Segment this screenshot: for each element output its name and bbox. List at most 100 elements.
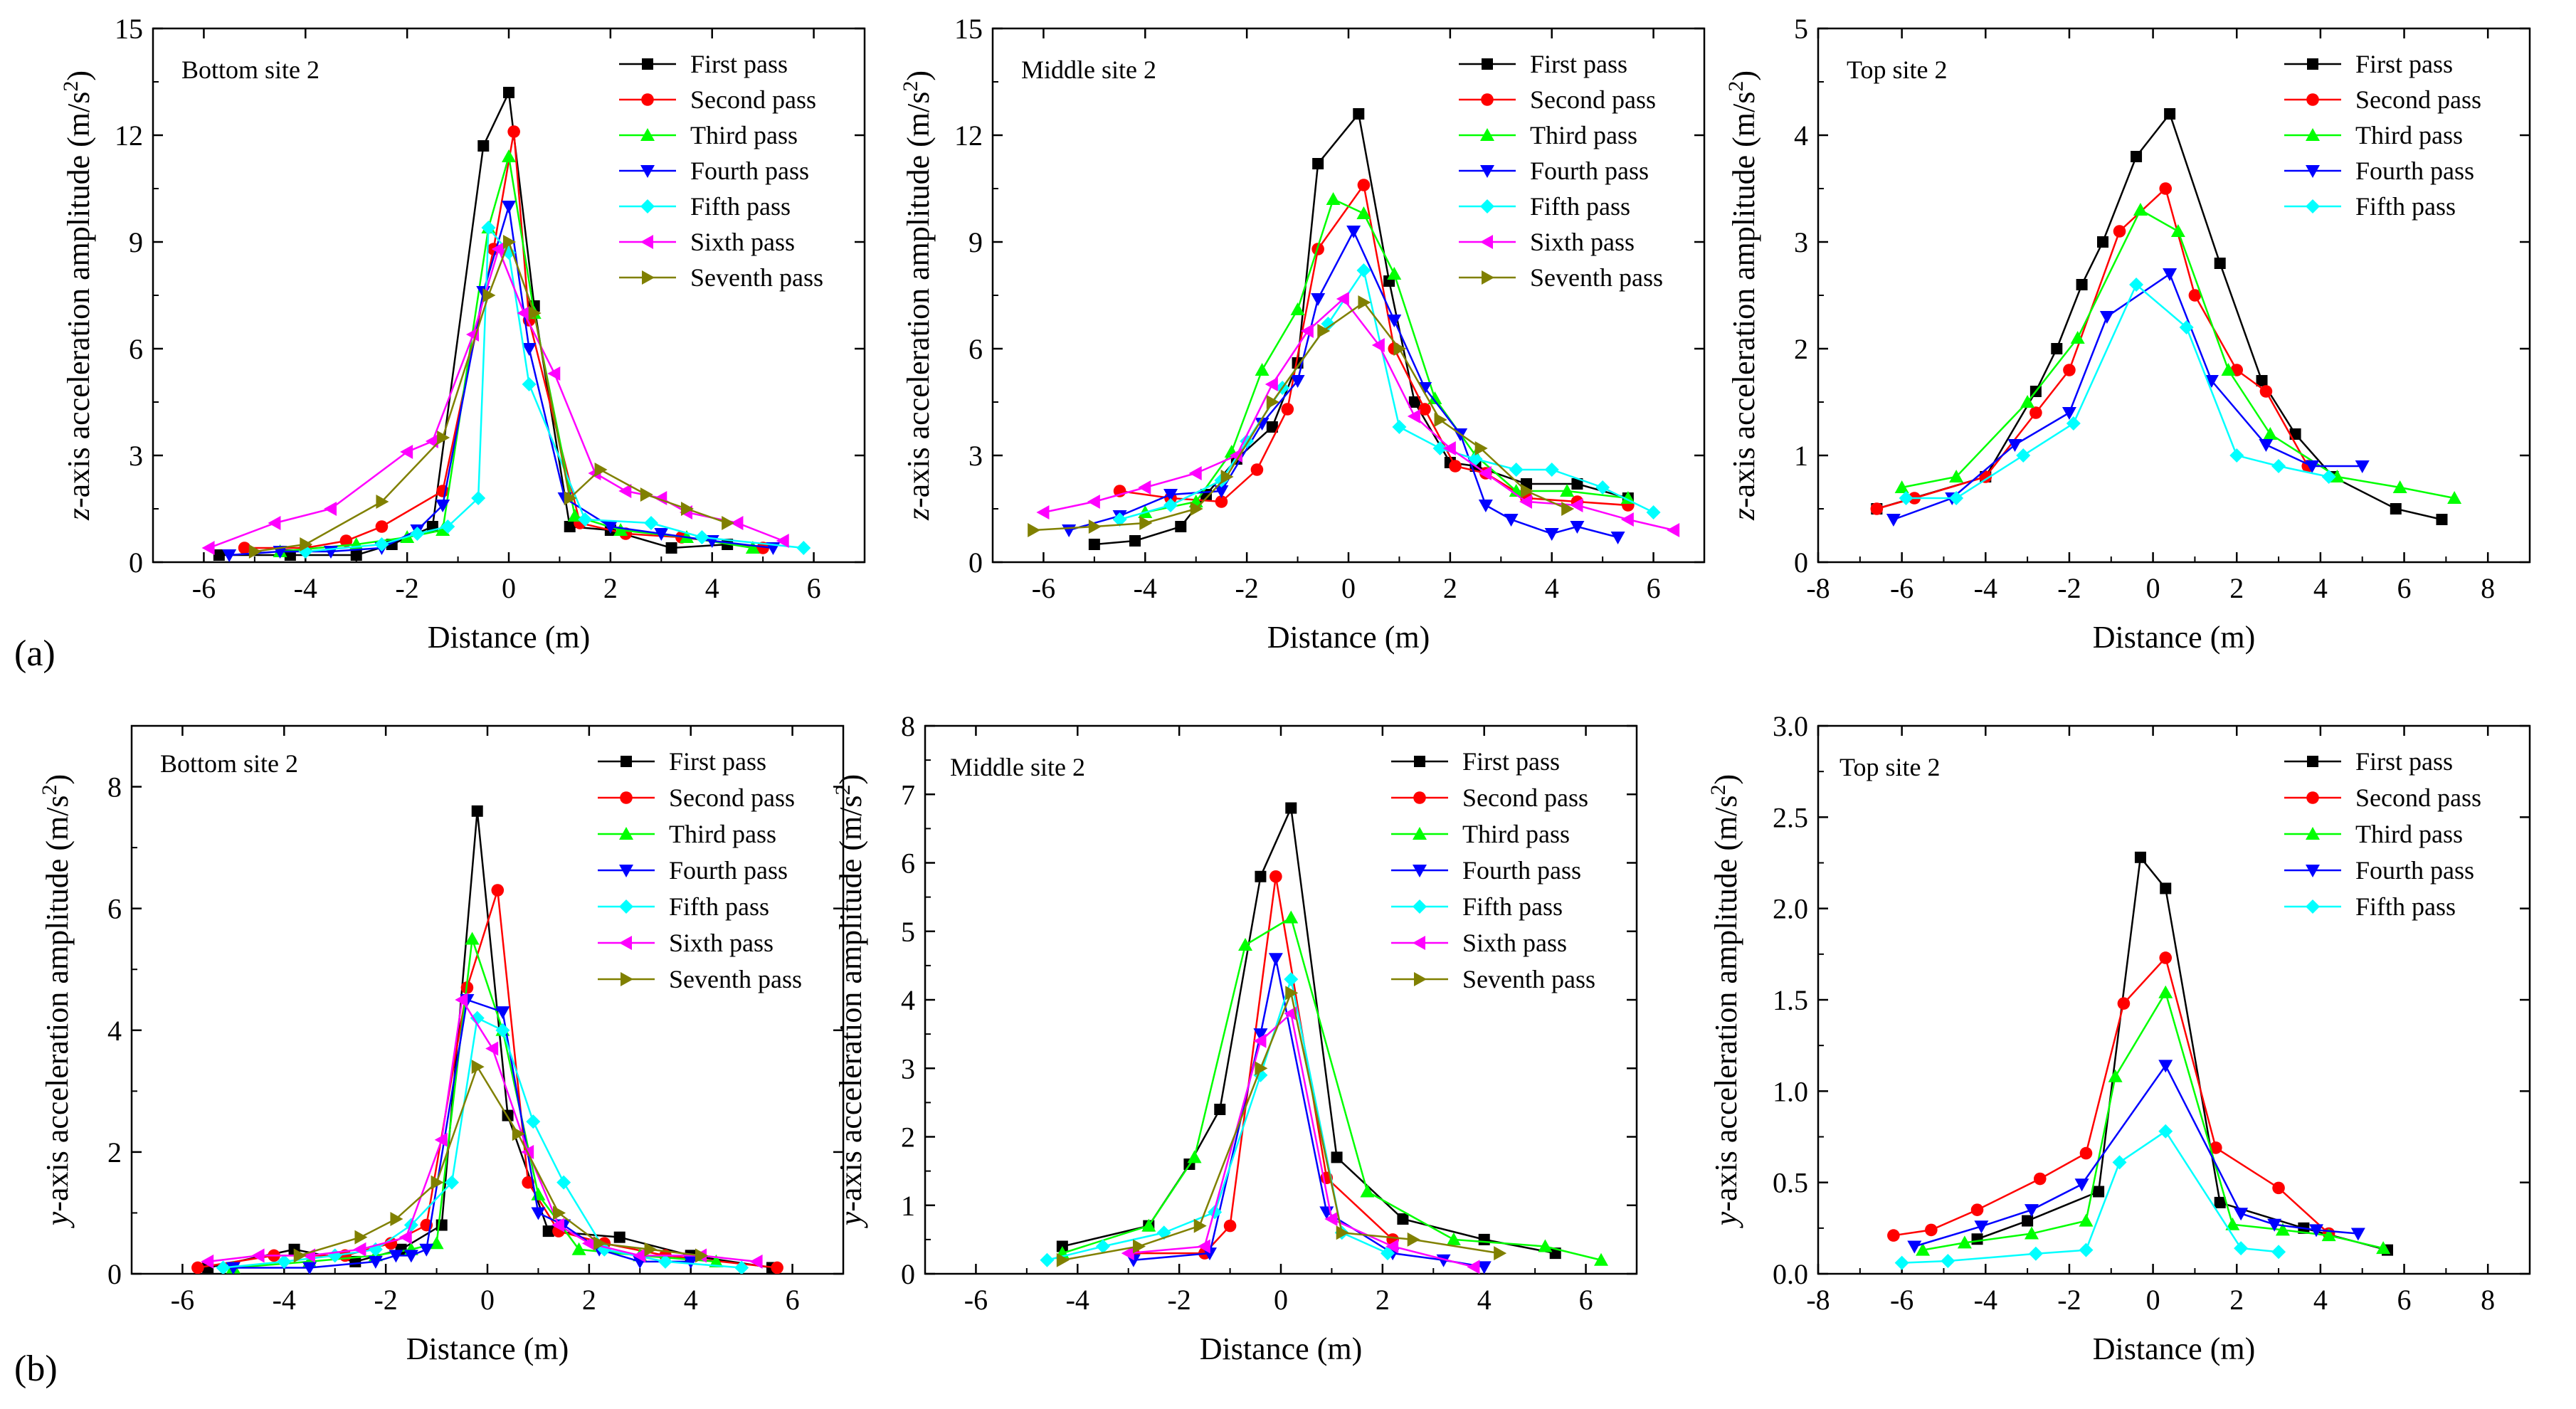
y-tick-label: 6	[129, 333, 143, 365]
legend-marker	[1413, 899, 1427, 914]
data-point	[1620, 512, 1634, 527]
legend-marker	[2306, 93, 2319, 106]
data-point	[2079, 1146, 2093, 1160]
data-point	[640, 487, 653, 502]
data-point	[502, 201, 516, 213]
series-line-6	[207, 997, 757, 1263]
data-point	[2097, 236, 2108, 248]
data-point	[1357, 179, 1371, 191]
data-point	[293, 1248, 307, 1263]
chart-title: Top site 2	[1839, 753, 1940, 781]
data-point	[1266, 421, 1278, 433]
data-point	[2330, 470, 2345, 482]
data-point	[1088, 539, 1100, 550]
data-point	[1163, 489, 1178, 502]
data-point	[1371, 338, 1385, 352]
y-tick-label: 15	[115, 13, 143, 45]
x-tick-label: 4	[1477, 1284, 1492, 1316]
data-point	[191, 1261, 204, 1274]
x-tick-label: 4	[705, 572, 719, 604]
x-tick-label: 0	[502, 572, 516, 604]
data-point	[1667, 523, 1680, 537]
series-line-2	[244, 131, 764, 549]
data-point	[644, 1242, 658, 1257]
data-point	[1281, 403, 1294, 416]
x-tick-label: -6	[192, 572, 216, 604]
legend-marker	[1480, 199, 1494, 213]
y-tick-label: 6	[901, 848, 915, 880]
data-point	[1087, 495, 1100, 509]
data-point	[522, 343, 537, 356]
y-axis-title-superscript: 2	[38, 784, 61, 795]
data-point	[1324, 1212, 1338, 1226]
data-point	[1925, 1223, 1938, 1237]
data-point	[277, 1254, 292, 1269]
data-point	[2355, 460, 2370, 473]
legend-marker	[1413, 827, 1427, 840]
legend-label: Fourth pass	[1462, 856, 1581, 885]
data-point	[2051, 343, 2063, 354]
data-point	[300, 537, 313, 552]
data-point	[507, 125, 520, 138]
y-tick-label: 1.0	[1773, 1075, 1808, 1107]
x-tick-label: 2	[2229, 572, 2244, 604]
data-point	[1560, 484, 1575, 497]
y-tick-label: 0	[1794, 547, 1808, 579]
data-point	[2079, 1242, 2094, 1257]
data-point	[491, 884, 505, 897]
x-tick-label: -6	[964, 1284, 988, 1316]
chart-title: Bottom site 2	[181, 56, 320, 84]
y-tick-label: 4	[107, 1015, 122, 1047]
y-axis-title-superscript: 2	[899, 81, 922, 92]
legend-label: Third pass	[690, 121, 798, 149]
y-axis-title-variable: z	[901, 508, 936, 521]
data-point	[1284, 972, 1299, 987]
data-point	[1285, 802, 1297, 814]
data-point	[2271, 1245, 2286, 1260]
data-point	[2221, 363, 2236, 376]
legend-label: First pass	[1530, 50, 1627, 78]
data-point	[683, 1255, 698, 1269]
chart-title: Middle site 2	[950, 753, 1085, 781]
x-tick-label: -6	[1032, 572, 1055, 604]
legend-label: Sixth pass	[1462, 929, 1567, 957]
data-point	[1229, 448, 1242, 463]
data-point	[1478, 500, 1493, 512]
x-tick-label: -4	[1974, 1284, 1997, 1316]
data-point	[1397, 1213, 1409, 1225]
x-tick-label: 0	[2146, 572, 2160, 604]
legend-label: Fourth pass	[690, 157, 809, 185]
y-axis-title-variable: z	[61, 508, 96, 521]
data-point	[2158, 1060, 2173, 1073]
data-point	[2267, 1218, 2282, 1232]
data-point	[1336, 292, 1349, 306]
y-axis-title: z-axis acceleration amplitude (m/s2)	[59, 70, 96, 521]
data-point	[1894, 480, 1909, 493]
data-point	[665, 542, 677, 554]
data-point	[2062, 407, 2076, 420]
data-point	[2376, 1241, 2391, 1255]
series-line-7	[254, 239, 728, 553]
data-point	[485, 1041, 499, 1056]
data-point	[1544, 463, 1559, 477]
data-point	[419, 1243, 434, 1257]
data-point	[1393, 342, 1407, 356]
data-point	[2210, 1141, 2222, 1154]
x-tick-label: -6	[1890, 1284, 1913, 1316]
data-point	[403, 1250, 418, 1263]
data-point	[613, 1231, 625, 1243]
data-point	[564, 491, 577, 505]
data-point	[466, 327, 479, 342]
data-point	[1300, 324, 1314, 338]
series-line-4	[1893, 273, 2363, 521]
x-tick-label: 4	[2313, 1284, 2328, 1316]
legend-label: First pass	[669, 747, 766, 776]
y-tick-label: 3	[901, 1052, 915, 1085]
legend-label: Third pass	[1530, 121, 1637, 149]
x-tick-label: 0	[1341, 572, 1356, 604]
y-tick-label: 7	[901, 779, 915, 811]
data-point	[2007, 439, 2022, 452]
data-point	[1610, 532, 1625, 544]
data-point	[2020, 395, 2035, 408]
